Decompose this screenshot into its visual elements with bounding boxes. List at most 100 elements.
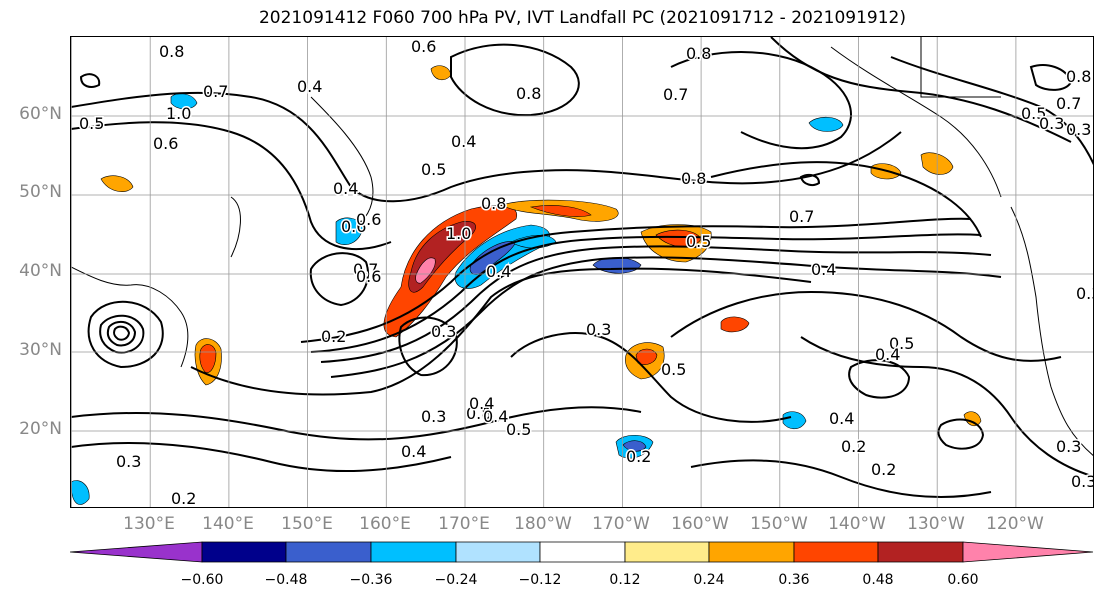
contour-label: 0.8 — [1066, 67, 1091, 86]
contour-label: 0.4 — [486, 262, 511, 281]
anomaly-positive-west-pacific-peak — [415, 257, 436, 284]
lon-label-150e: 150°E — [281, 514, 333, 534]
contour-small-2 — [799, 174, 821, 186]
contour-label: 0.8 — [481, 194, 506, 213]
contour-label: 0.4 — [333, 179, 358, 198]
contour-label: 0.8 — [681, 169, 706, 188]
lon-label-170w: 170°W — [592, 514, 650, 534]
contour-label: 0.8 — [466, 404, 491, 423]
contour-jet-4 — [330, 256, 1002, 378]
contour-label: 0.5 — [686, 232, 711, 251]
contour-label: 0.5 — [1021, 104, 1046, 123]
contour-typhoon-3 — [113, 325, 131, 341]
contour-jet-1 — [300, 217, 972, 343]
contour-label: 0.2 — [841, 437, 866, 456]
anomaly-negative-jet-core — [469, 241, 517, 275]
contour-jet-2 — [310, 233, 982, 353]
anomaly-positive-far-west — [100, 175, 134, 192]
colorbar-tick-pos012: 0.12 — [609, 572, 641, 588]
contour-label: 0.2 — [871, 460, 896, 479]
contour-sub-6 — [690, 459, 992, 498]
coast-asia — [71, 196, 241, 368]
contour-typhoon-1 — [99, 314, 145, 354]
colorbar-tick-pos036: 0.36 — [778, 572, 810, 588]
colorbar-tick-pos048: 0.48 — [862, 572, 894, 588]
contour-label: 0.6 — [356, 267, 381, 286]
colorbar-swatch — [539, 541, 626, 563]
contour-label: 0.4 — [469, 394, 494, 413]
contour-sub-2 — [71, 441, 452, 473]
lon-label-160w: 160°W — [671, 514, 729, 534]
filled-anomalies — [71, 65, 982, 505]
anomaly-positive-baja — [963, 411, 982, 427]
contour-label: 0.7 — [663, 85, 688, 104]
anomaly-negative-west-edge — [71, 480, 90, 505]
colorbar-tick-pos024: 0.24 — [693, 572, 725, 588]
contour-loop-west — [309, 252, 369, 307]
contour-north-5 — [710, 161, 982, 238]
contour-label: 1.0 — [446, 224, 471, 243]
lon-label-140w: 140°W — [828, 514, 886, 534]
contour-north-4 — [670, 51, 852, 150]
contour-small-3 — [1029, 64, 1073, 91]
contour-label: 0.6 — [153, 134, 178, 153]
anomaly-negative-hawaii — [782, 411, 807, 430]
contour-typhoon-2 — [106, 320, 137, 347]
contour-label: 0.7 — [789, 207, 814, 226]
lon-label-160e: 160°E — [359, 514, 411, 534]
contour-label: 0.5 — [661, 360, 686, 379]
lon-label-130w: 130°W — [907, 514, 965, 534]
colorbar-swatch — [962, 541, 1094, 563]
contour-label: 0.7 — [353, 260, 378, 279]
lon-label-170e: 170°E — [438, 514, 490, 534]
contour-label: 0.5 — [889, 334, 914, 353]
contour-north-7 — [770, 37, 1072, 143]
contour-north-3 — [450, 43, 580, 117]
contour-jet-5 — [190, 267, 812, 396]
anomaly-positive-west-pacific — [383, 205, 518, 338]
lon-label-140e: 140°E — [202, 514, 254, 534]
colorbar-tick-neg036: −0.36 — [349, 572, 393, 588]
contour-label: 0.3 — [1071, 472, 1094, 491]
lon-label-120w: 120°W — [986, 514, 1044, 534]
colorbar-swatch — [70, 541, 203, 563]
contour-label: 1.0 — [166, 104, 191, 123]
colorbar-tick-neg048: −0.48 — [264, 572, 308, 588]
contour-label: 0.5 — [421, 160, 446, 179]
contour-label: 0.3 — [421, 407, 446, 426]
contour-label: 0.4 — [483, 407, 508, 426]
contour-label: 0.3 — [1056, 437, 1081, 456]
contour-label: 0.5 — [79, 114, 104, 133]
contour-sub-5 — [800, 336, 1093, 478]
lon-label-180w: 180°W — [514, 514, 572, 534]
contour-label: 0.3 — [1066, 120, 1091, 139]
contour-label: 0.4 — [829, 409, 854, 428]
contour-label-layer: 0.60.80.40.70.80.8 0.70.60.50.40.80.70.40… — [78, 37, 1094, 508]
colorbar-tick-neg060: −0.60 — [180, 572, 224, 588]
lon-label-130e: 130°E — [123, 514, 175, 534]
contour-label: 0.3 — [1076, 284, 1094, 303]
map-panel: 0.6 0.8 0.4 0.7 0.8 0.8 0.7 0.6 0.5 0.4 0.8 0.7 0.4 0… — [70, 36, 1094, 508]
anomaly-positive-east-pacific — [720, 316, 750, 333]
colorbar-swatches — [70, 541, 1094, 563]
coast-alaska — [830, 46, 1002, 198]
colorbar-swatch — [201, 541, 287, 563]
contour-label: 0.4 — [451, 132, 476, 151]
colorbar-swatch — [877, 541, 964, 563]
anomaly-positive-jet-tail-core — [529, 205, 592, 217]
contour-loop-south — [848, 359, 911, 399]
contour-loop-east — [937, 418, 985, 450]
coast-north-america — [1010, 206, 1093, 456]
lat-label-60n: 60°N — [19, 104, 62, 124]
contour-label: 0.2 — [171, 489, 196, 508]
contour-label: 0.3 — [586, 320, 611, 339]
contour-label: 0.7 — [203, 82, 228, 101]
coastlines — [71, 37, 1093, 456]
contour-label: 0.4 — [401, 442, 426, 461]
lat-label-50n: 50°N — [19, 182, 62, 202]
border-us-canada — [920, 37, 1001, 98]
contour-label: 0.6 — [411, 37, 436, 56]
colorbar-tick-neg012: −0.12 — [518, 572, 562, 588]
anomaly-negative-west-coast — [335, 217, 364, 246]
contour-sub-1 — [71, 406, 642, 441]
